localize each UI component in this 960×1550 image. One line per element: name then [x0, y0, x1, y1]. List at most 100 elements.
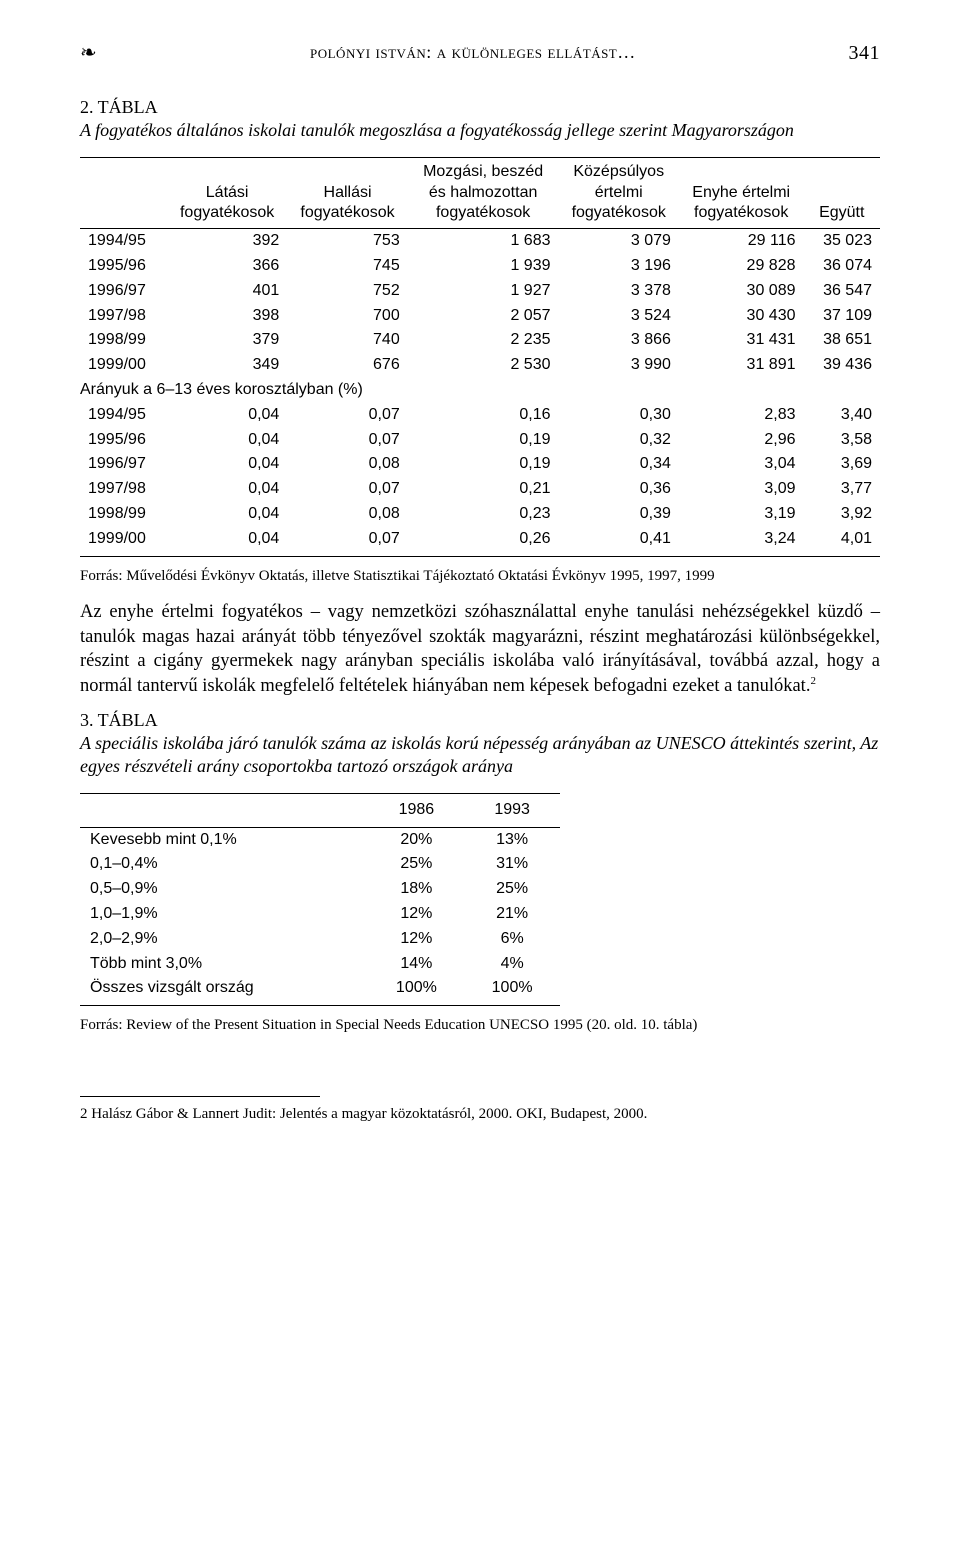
table-cell: 0,04 — [167, 428, 287, 453]
table-cell: 3,09 — [679, 477, 804, 502]
table2-h3: Mozgási, beszédés halmozottanfogyatékoso… — [408, 157, 559, 228]
table-row: 1997/980,040,070,210,363,093,77 — [80, 477, 880, 502]
table-cell: 1996/97 — [80, 279, 167, 304]
table-row: 0,5–0,9%18%25% — [80, 877, 560, 902]
table-cell: 700 — [287, 304, 407, 329]
table-cell: 2 530 — [408, 353, 559, 378]
table-cell: 18% — [369, 877, 465, 902]
table-cell: 2,0–2,9% — [80, 927, 369, 952]
table-cell: 25% — [369, 852, 465, 877]
table2-label: 2. TÁBLA — [80, 96, 880, 119]
table-row: Több mint 3,0%14%4% — [80, 952, 560, 977]
table-cell: 36 074 — [803, 254, 880, 279]
table-cell: 1998/99 — [80, 502, 167, 527]
table-cell: 2 235 — [408, 328, 559, 353]
table-cell: 398 — [167, 304, 287, 329]
table-cell: 31% — [464, 852, 560, 877]
table3-label: 3. TÁBLA — [80, 709, 880, 732]
table-row: 1,0–1,9%12%21% — [80, 902, 560, 927]
table-cell: 3 196 — [559, 254, 679, 279]
table-cell: 36 547 — [803, 279, 880, 304]
table3-title: A speciális iskolába járó tanulók száma … — [80, 732, 880, 779]
table3-h3: 1993 — [464, 793, 560, 827]
table-row: 0,1–0,4%25%31% — [80, 852, 560, 877]
table-cell: 0,04 — [167, 502, 287, 527]
table-cell: 100% — [369, 976, 465, 1005]
table-cell: 0,04 — [167, 452, 287, 477]
table-cell: 12% — [369, 902, 465, 927]
table-cell: 1995/96 — [80, 428, 167, 453]
table-cell: 3 866 — [559, 328, 679, 353]
table-cell: 0,23 — [408, 502, 559, 527]
table-cell: 0,19 — [408, 452, 559, 477]
table-cell: 35 023 — [803, 229, 880, 254]
table-cell: 21% — [464, 902, 560, 927]
table2: Látásifogyatékosok Hallásifogyatékosok M… — [80, 157, 880, 557]
table-cell: 0,04 — [167, 477, 287, 502]
table-cell: 31 891 — [679, 353, 804, 378]
table-cell: 2 057 — [408, 304, 559, 329]
table-cell: 100% — [464, 976, 560, 1005]
table-cell: 745 — [287, 254, 407, 279]
table-row: 1995/960,040,070,190,322,963,58 — [80, 428, 880, 453]
table-cell: 0,07 — [287, 428, 407, 453]
table-cell: 3 524 — [559, 304, 679, 329]
footnote-ref: 2 — [810, 675, 816, 687]
table-cell: 753 — [287, 229, 407, 254]
table-cell: 3 378 — [559, 279, 679, 304]
page-number: 341 — [849, 40, 881, 66]
table2-h2: Hallásifogyatékosok — [287, 157, 407, 228]
table-cell: 0,04 — [167, 403, 287, 428]
table3-h2: 1986 — [369, 793, 465, 827]
table-cell: 0,41 — [559, 527, 679, 556]
table-cell: 0,07 — [287, 527, 407, 556]
ornament-icon: ❧ — [80, 40, 97, 66]
table-row: 1999/000,040,070,260,413,244,01 — [80, 527, 880, 556]
table-row: 1999/003496762 5303 99031 89139 436 — [80, 353, 880, 378]
running-head-title: polónyi istván: a különleges ellátást… — [310, 41, 636, 64]
table-cell: Kevesebb mint 0,1% — [80, 827, 369, 852]
table-cell: 1 927 — [408, 279, 559, 304]
table2-title: A fogyatékos általános iskolai tanulók m… — [80, 119, 880, 142]
table3: 1986 1993 Kevesebb mint 0,1%20%13%0,1–0,… — [80, 793, 560, 1006]
table-cell: 1994/95 — [80, 403, 167, 428]
table-cell: 0,08 — [287, 452, 407, 477]
table-cell: 349 — [167, 353, 287, 378]
table-cell: 30 089 — [679, 279, 804, 304]
table-cell: 3,92 — [803, 502, 880, 527]
table-cell: 20% — [369, 827, 465, 852]
table-cell: 0,36 — [559, 477, 679, 502]
table-cell: 3,58 — [803, 428, 880, 453]
table-row: 1997/983987002 0573 52430 43037 109 — [80, 304, 880, 329]
table-cell: 3 990 — [559, 353, 679, 378]
table-row: 1998/993797402 2353 86631 43138 651 — [80, 328, 880, 353]
running-head: ❧ polónyi istván: a különleges ellátást…… — [80, 40, 880, 66]
table-cell: 1,0–1,9% — [80, 902, 369, 927]
table-cell: 3,24 — [679, 527, 804, 556]
table-cell: 392 — [167, 229, 287, 254]
table-row: 1998/990,040,080,230,393,193,92 — [80, 502, 880, 527]
table-cell: 29 828 — [679, 254, 804, 279]
table-row: Kevesebb mint 0,1%20%13% — [80, 827, 560, 852]
table-cell: 1 683 — [408, 229, 559, 254]
table-cell: 676 — [287, 353, 407, 378]
table2-h4: Középsúlyosértelmifogyatékosok — [559, 157, 679, 228]
table-cell: 401 — [167, 279, 287, 304]
table-cell: Összes vizsgált ország — [80, 976, 369, 1005]
table2-h5: Enyhe értelmifogyatékosok — [679, 157, 804, 228]
table-cell: 30 430 — [679, 304, 804, 329]
table-cell: 39 436 — [803, 353, 880, 378]
table-row: Összes vizsgált ország100%100% — [80, 976, 560, 1005]
table2-section-label: Arányuk a 6–13 éves korosztályban (%) — [80, 378, 880, 403]
table-cell: 3,04 — [679, 452, 804, 477]
table3-source: Forrás: Review of the Present Situation … — [80, 1016, 880, 1036]
table-cell: 1999/00 — [80, 353, 167, 378]
table-cell: 1995/96 — [80, 254, 167, 279]
table-cell: 0,08 — [287, 502, 407, 527]
table-cell: 1997/98 — [80, 304, 167, 329]
table-cell: 0,07 — [287, 403, 407, 428]
table-cell: 25% — [464, 877, 560, 902]
table-cell: 12% — [369, 927, 465, 952]
table-cell: 0,21 — [408, 477, 559, 502]
table-cell: 2,96 — [679, 428, 804, 453]
